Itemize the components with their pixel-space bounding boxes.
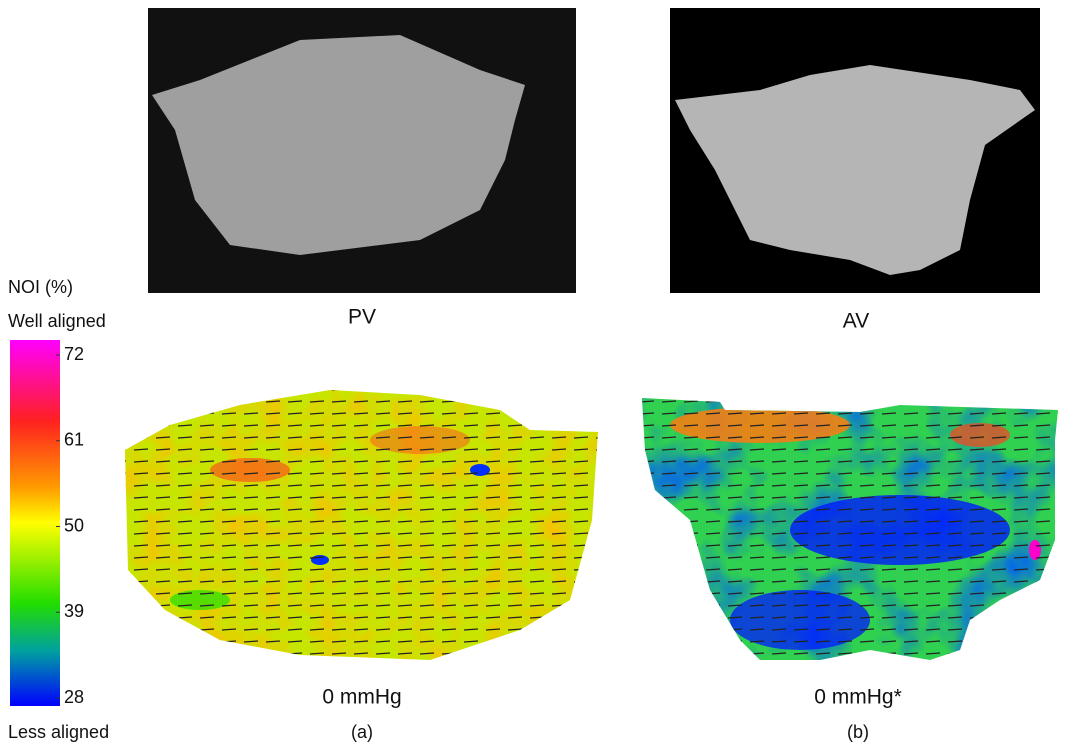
- colorbar-tick-label: 61: [64, 430, 84, 450]
- pressure-label: 0 mmHg*: [814, 686, 902, 709]
- figure: PV AV 0 mmHg (a) 0 mmHg* (b) NOI (%) Wel…: [0, 0, 1078, 751]
- photo-label: PV: [348, 306, 376, 329]
- heatmap-b: [640, 395, 1060, 665]
- heatmap-a: [120, 385, 605, 665]
- colorbar-tick-label: 39: [64, 601, 84, 621]
- colorbar-ticks: 72 61 50 39 28: [56, 344, 84, 707]
- colorbar-title: NOI (%): [8, 277, 73, 297]
- colorbar-tick-label: 72: [64, 344, 84, 364]
- panel-label: (b): [847, 722, 869, 742]
- colorbar-tick-label: 28: [64, 687, 84, 707]
- panel-label: (a): [351, 722, 373, 742]
- colorbar: [10, 340, 60, 706]
- colorbar-top-label: Well aligned: [8, 311, 106, 331]
- photo-label: AV: [843, 310, 869, 333]
- pressure-label: 0 mmHg: [322, 686, 401, 709]
- colorbar-tick-label: 50: [64, 515, 84, 535]
- colorbar-bottom-label: Less aligned: [8, 722, 109, 742]
